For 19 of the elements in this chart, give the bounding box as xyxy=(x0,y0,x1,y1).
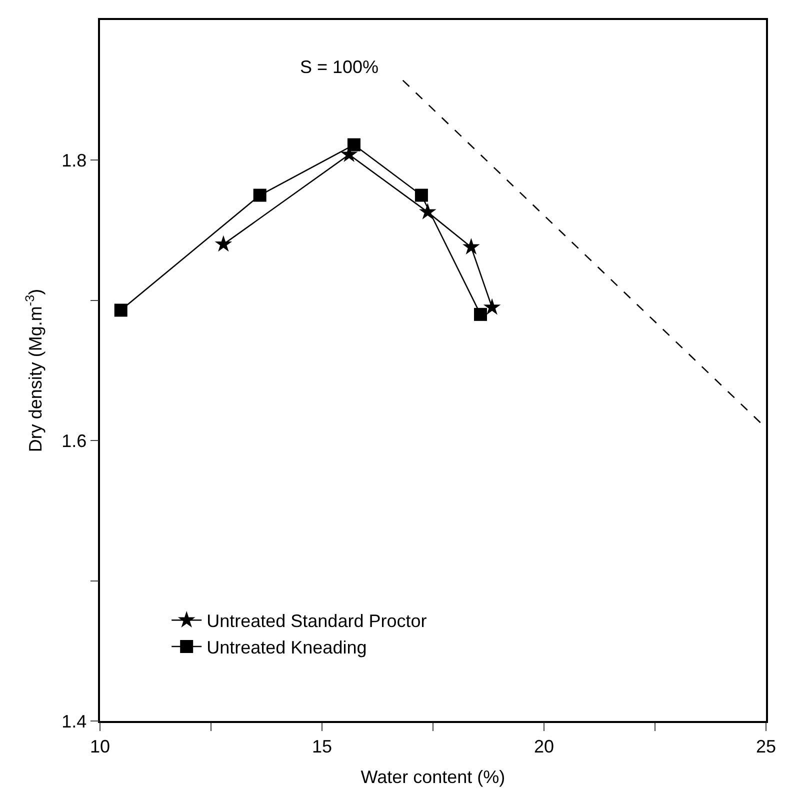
point xyxy=(347,138,360,152)
point xyxy=(474,308,488,321)
point xyxy=(414,188,428,202)
point xyxy=(462,238,480,254)
x-tick-label: 25 xyxy=(756,736,776,756)
x-tick-label: 15 xyxy=(312,736,332,756)
x-tick-label: 10 xyxy=(90,736,110,756)
y-tick-label: 1.4 xyxy=(62,711,87,732)
point xyxy=(114,304,128,317)
y-tick-label: 1.6 xyxy=(62,430,87,451)
annotation: S = 100% xyxy=(300,57,379,77)
x-tick-label: 20 xyxy=(534,736,554,756)
y-tick-label: 1.8 xyxy=(62,150,87,170)
legend-label: Untreated Kneading xyxy=(206,638,367,658)
legend-label: Untreated Standard Proctor xyxy=(206,611,427,632)
x-axis-title: Water content (%) xyxy=(360,766,506,787)
point xyxy=(253,188,266,202)
point xyxy=(214,235,232,252)
point xyxy=(483,298,501,315)
